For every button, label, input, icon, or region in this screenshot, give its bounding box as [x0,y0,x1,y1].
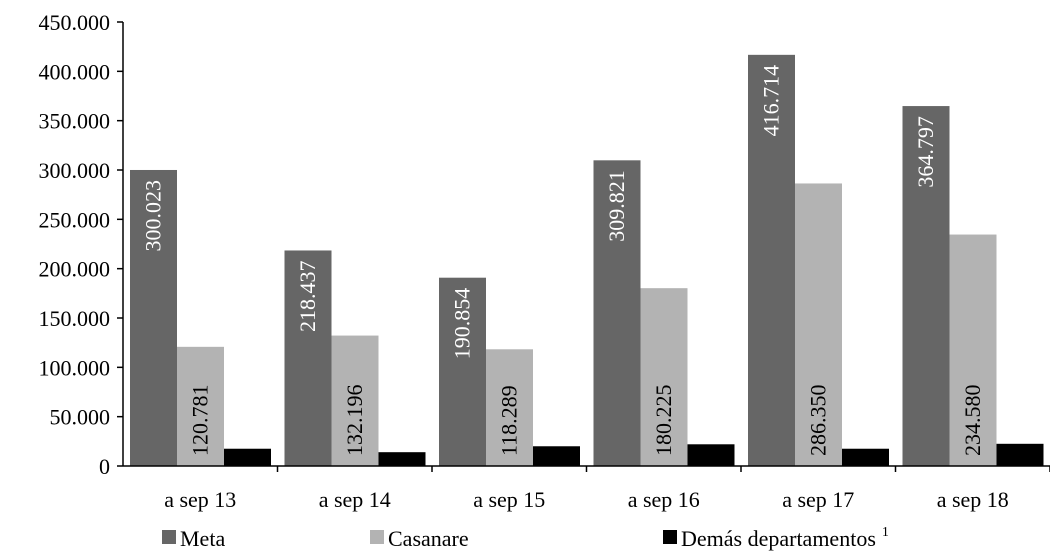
data-label: 300.023 [141,180,166,252]
bar-casanare [177,346,224,466]
bar-meta [902,106,950,467]
bar-meta [748,54,795,466]
bar-casanare [795,183,842,466]
bar-dem-s-departamentos [533,446,580,466]
data-label: 180.225 [651,385,676,457]
y-tick-label: 300.000 [39,158,111,183]
y-tick-label: 150.000 [39,306,111,331]
data-label: 218.437 [295,260,320,332]
category-label: a sep 18 [937,487,1009,512]
bar-dem-s-departamentos [842,448,889,466]
y-tick-label: 450.000 [39,10,111,35]
data-label: 118.289 [497,385,522,456]
legend-label: Demás departamentos 1 [681,525,889,551]
y-tick-label: 350.000 [39,109,111,134]
legend-label: Casanare [388,526,469,551]
data-label: 309.821 [604,170,629,242]
x-axis-ticks: a sep 13 a sep 14 a sep 15 a sep 16 a sep 17… [164,466,1050,512]
bar-casanare [949,234,997,466]
bar-dem-s-departamentos [687,444,735,466]
category-label: a sep 13 [164,487,236,512]
bar-dem-s-departamentos [996,443,1044,466]
data-label: 364.797 [913,116,938,187]
data-label: 120.781 [188,385,213,457]
category-label: a sep 15 [473,487,545,512]
bar-meta [593,160,641,467]
bar-meta [284,250,332,466]
legend-label: Meta [180,526,225,551]
category-label: a sep 16 [628,487,700,512]
data-label: 234.580 [960,385,985,457]
bar-casanare [331,335,379,466]
bars-layer [130,54,1044,467]
y-tick-label: 200.000 [39,257,111,282]
bar-meta [130,169,177,467]
bar-dem-s-departamentos [224,448,271,466]
bar-meta [439,277,486,466]
data-label: 416.714 [759,65,784,137]
legend: Meta Casanare Demás departamentos 1 [162,525,889,551]
y-tick-label: 50.000 [50,405,111,430]
y-tick-label: 100.000 [39,355,111,380]
legend-swatch [663,530,677,544]
y-axis-ticks: 0 50.000 100.000 150.000 200.000 250.000 300.0… [39,10,123,479]
bar-dem-s-departamentos [378,452,426,466]
y-tick-label: 250.000 [39,207,111,232]
bar-casanare [640,288,688,466]
data-label: 132.196 [342,385,367,457]
category-label: a sep 14 [319,487,391,512]
legend-swatch [370,530,384,544]
category-label: a sep 17 [782,487,854,512]
data-label: 190.854 [450,288,475,360]
y-tick-label: 0 [99,454,110,479]
bar-casanare [486,349,533,466]
y-tick-label: 400.000 [39,59,111,84]
bar-labels-layer: 300.023 218.437 190.854 309.821 416.714 364.7… [141,65,986,456]
data-label: 286.350 [806,385,831,457]
legend-swatch [162,530,176,544]
